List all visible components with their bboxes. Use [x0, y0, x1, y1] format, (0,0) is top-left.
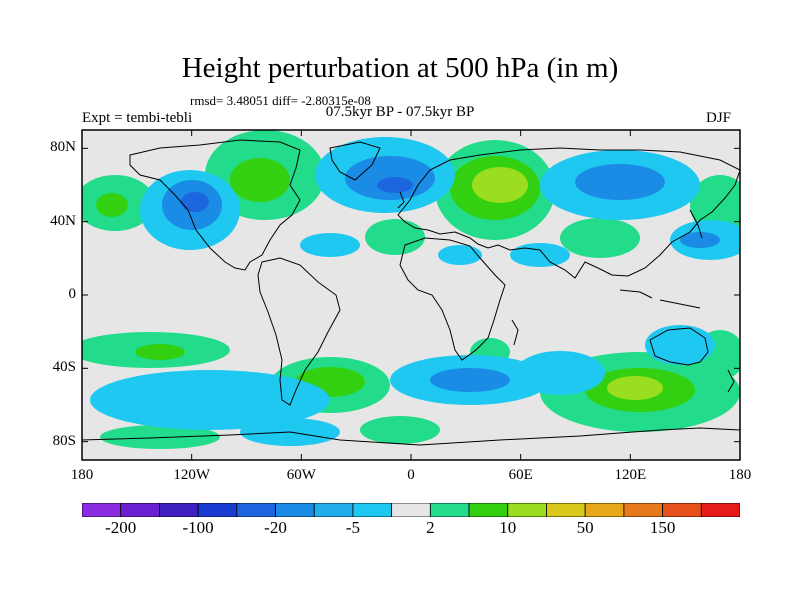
- y-tick-label: 40S: [52, 359, 76, 376]
- colorbar-swatch: [159, 503, 199, 517]
- period-label: 07.5kyr BP - 07.5kyr BP: [325, 104, 475, 120]
- colorbar-swatch: [507, 503, 547, 517]
- colorbar-label: 10: [499, 518, 517, 537]
- y-tick-label: 0: [68, 286, 77, 302]
- colorbar-swatch: [313, 503, 354, 517]
- colorbar-swatch: [275, 503, 315, 517]
- moderate-negative-regions: [162, 156, 720, 392]
- colorbar-swatch: [623, 503, 663, 517]
- x-tick-label: 180: [728, 467, 752, 483]
- strong-negative-regions: [181, 177, 413, 212]
- colorbar-label: 50: [576, 518, 594, 537]
- colorbar-swatch: [120, 503, 160, 517]
- colorbar-label: -100: [182, 518, 214, 537]
- plot-title: Height perturbation at 500 hPa (in m): [181, 52, 619, 84]
- colorbar-label: -5: [345, 518, 361, 537]
- colorbar-swatch: [236, 503, 276, 517]
- y-tick-label: 40N: [50, 212, 76, 229]
- x-tick-label: 120W: [173, 467, 210, 483]
- colorbar-swatch: [429, 503, 470, 517]
- colorbar-swatch: [197, 503, 238, 517]
- experiment-label: Expt = tembi-tebli: [82, 110, 193, 126]
- stats-label: rmsd= 3.48051 diff= -2.80315e-08: [190, 93, 371, 108]
- colorbar-swatch: [391, 503, 431, 517]
- colorbar-swatch: [468, 503, 509, 517]
- x-tick-label: 180: [70, 467, 94, 483]
- x-tick-label: 60E: [508, 467, 533, 483]
- colorbar: [82, 503, 740, 517]
- colorbar-label: 2: [426, 518, 435, 537]
- colorbar-label: -200: [105, 518, 137, 537]
- x-tick-label: 60W: [286, 467, 316, 483]
- colorbar-swatch: [82, 503, 122, 517]
- colorbar-swatch: [662, 503, 702, 517]
- x-tick-label: 0: [407, 467, 415, 483]
- coastlines: [82, 139, 740, 446]
- season-label: DJF: [706, 110, 732, 126]
- colorbar-label: 150: [649, 518, 676, 537]
- y-tick-label: 80N: [50, 139, 76, 156]
- axis-ticks: [81, 130, 741, 460]
- y-tick-label: 80S: [52, 432, 76, 449]
- colorbar-swatch: [546, 503, 586, 517]
- colorbar-label: -20: [264, 518, 287, 537]
- x-tick-label: 120E: [614, 467, 647, 483]
- contour-fill-layer: [82, 130, 740, 449]
- colorbar-swatch: [584, 503, 625, 517]
- colorbar-swatch: [700, 503, 740, 517]
- colorbar-swatch: [352, 503, 393, 517]
- strong-positive-regions: [472, 167, 663, 400]
